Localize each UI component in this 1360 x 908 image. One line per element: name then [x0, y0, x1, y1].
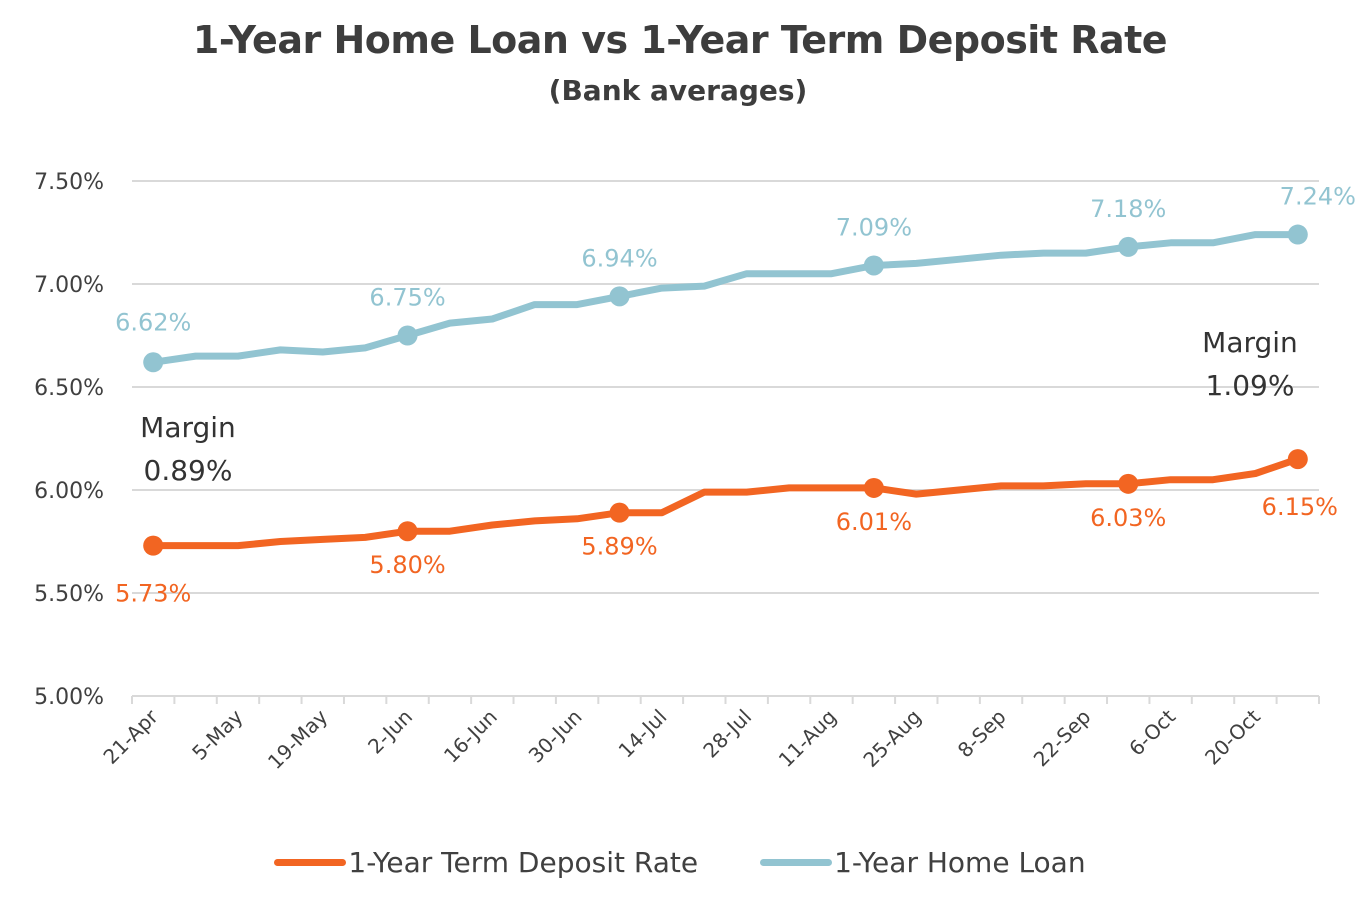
data-marker[interactable]: [1287, 449, 1308, 470]
legend-label: 1-Year Home Loan: [834, 846, 1086, 879]
x-tick-label: 6-Oct: [1124, 704, 1180, 760]
y-tick-label: 5.50%: [34, 582, 104, 607]
data-label: 6.03%: [1090, 504, 1166, 532]
y-tick-label: 5.00%: [34, 685, 104, 710]
data-label: 7.18%: [1090, 195, 1166, 223]
data-label: 5.89%: [581, 533, 657, 561]
x-tick-label: 19-May: [263, 704, 332, 773]
margin-annotation-start-value: 0.89%: [144, 454, 233, 487]
x-tick-label: 30-Jun: [524, 705, 587, 768]
y-tick-label: 6.00%: [34, 479, 104, 504]
y-tick-label: 7.50%: [34, 170, 104, 195]
x-tick-label: 5-May: [187, 704, 247, 764]
data-label: 5.80%: [369, 551, 445, 579]
margin-annotation-end-value: 1.09%: [1206, 369, 1295, 402]
legend-swatch-orange: [274, 859, 347, 866]
data-marker[interactable]: [1118, 236, 1139, 257]
data-marker[interactable]: [397, 325, 418, 346]
chart-subtitle: (Bank averages): [548, 74, 808, 107]
x-tick-label: 2-Jun: [363, 705, 417, 759]
data-label: 6.94%: [581, 244, 657, 272]
data-series: [143, 224, 1308, 556]
legend-label: 1-Year Term Deposit Rate: [348, 846, 699, 879]
data-marker[interactable]: [1287, 224, 1308, 245]
data-label: 7.24%: [1280, 183, 1356, 211]
y-axis: 5.00% 5.50% 6.00% 6.50% 7.00% 7.50%: [34, 170, 104, 710]
legend-item-home-loan[interactable]: 1-Year Home Loan: [760, 846, 1086, 879]
data-label: 5.73%: [115, 580, 191, 608]
legend: 1-Year Term Deposit Rate 1-Year Home Loa…: [0, 846, 1360, 879]
x-tick-label: 20-Oct: [1200, 704, 1265, 769]
margin-annotations: Margin 0.89% Margin 1.09%: [140, 326, 1298, 487]
x-tick-label: 16-Jun: [439, 705, 502, 768]
x-tick-label: 8-Sep: [953, 705, 1011, 763]
data-label: 6.75%: [369, 284, 445, 312]
data-marker[interactable]: [863, 255, 884, 276]
data-marker[interactable]: [1118, 473, 1139, 494]
term-deposit-line: [149, 455, 1302, 550]
y-tick-label: 7.00%: [34, 273, 104, 298]
x-tick-label: 28-Jul: [698, 705, 756, 763]
home-loan-line: [149, 231, 1302, 366]
legend-swatch-blue: [760, 859, 833, 866]
chart-title: 1-Year Home Loan vs 1-Year Term Deposit …: [192, 18, 1168, 62]
data-marker[interactable]: [143, 535, 164, 556]
x-axis: 21-Apr 5-May 19-May 2-Jun 16-Jun 30-Jun 14-Jul…: [99, 695, 1320, 774]
y-tick-label: 6.50%: [34, 376, 104, 401]
x-tick-label: 21-Apr: [99, 704, 164, 769]
data-marker[interactable]: [397, 521, 418, 542]
margin-annotation-start: Margin: [140, 411, 236, 444]
x-tick-label: 25-Aug: [858, 705, 925, 772]
data-label: 6.62%: [115, 308, 191, 336]
legend-item-term-deposit[interactable]: 1-Year Term Deposit Rate: [274, 846, 698, 879]
margin-annotation-end: Margin: [1202, 326, 1298, 359]
data-label: 6.15%: [1262, 493, 1338, 521]
x-tick-label: 22-Sep: [1029, 705, 1096, 772]
data-labels: 5.73% 5.80% 5.89% 6.01% 6.03% 6.15% 6.62% 6.75%…: [115, 183, 1356, 608]
data-label: 6.01%: [836, 508, 912, 536]
data-marker[interactable]: [143, 352, 164, 373]
data-marker[interactable]: [609, 502, 630, 523]
x-tick-label: 14-Jul: [614, 705, 672, 763]
data-label: 7.09%: [836, 213, 912, 241]
data-marker[interactable]: [863, 477, 884, 498]
data-marker[interactable]: [609, 286, 630, 307]
x-tick-label: 11-Aug: [774, 705, 841, 772]
